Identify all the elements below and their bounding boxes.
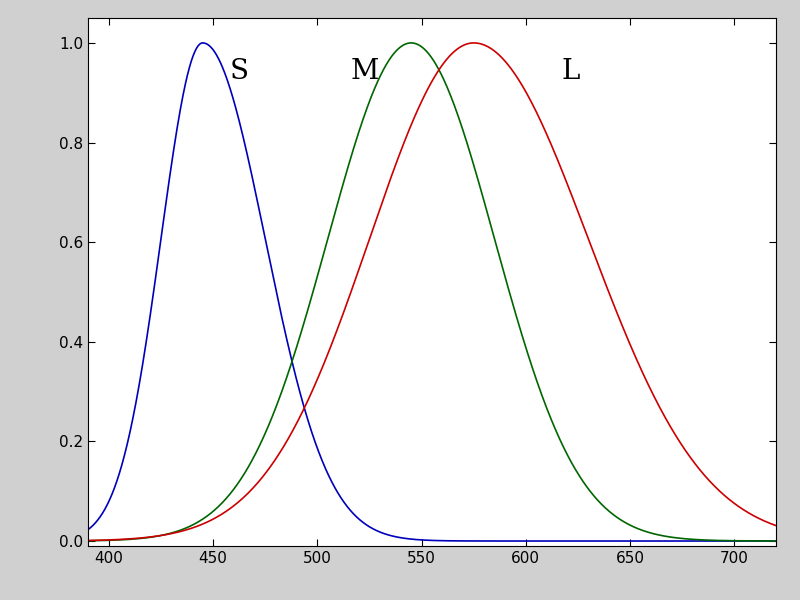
Text: S: S: [230, 58, 249, 85]
Text: L: L: [562, 58, 580, 85]
Text: M: M: [350, 58, 379, 85]
